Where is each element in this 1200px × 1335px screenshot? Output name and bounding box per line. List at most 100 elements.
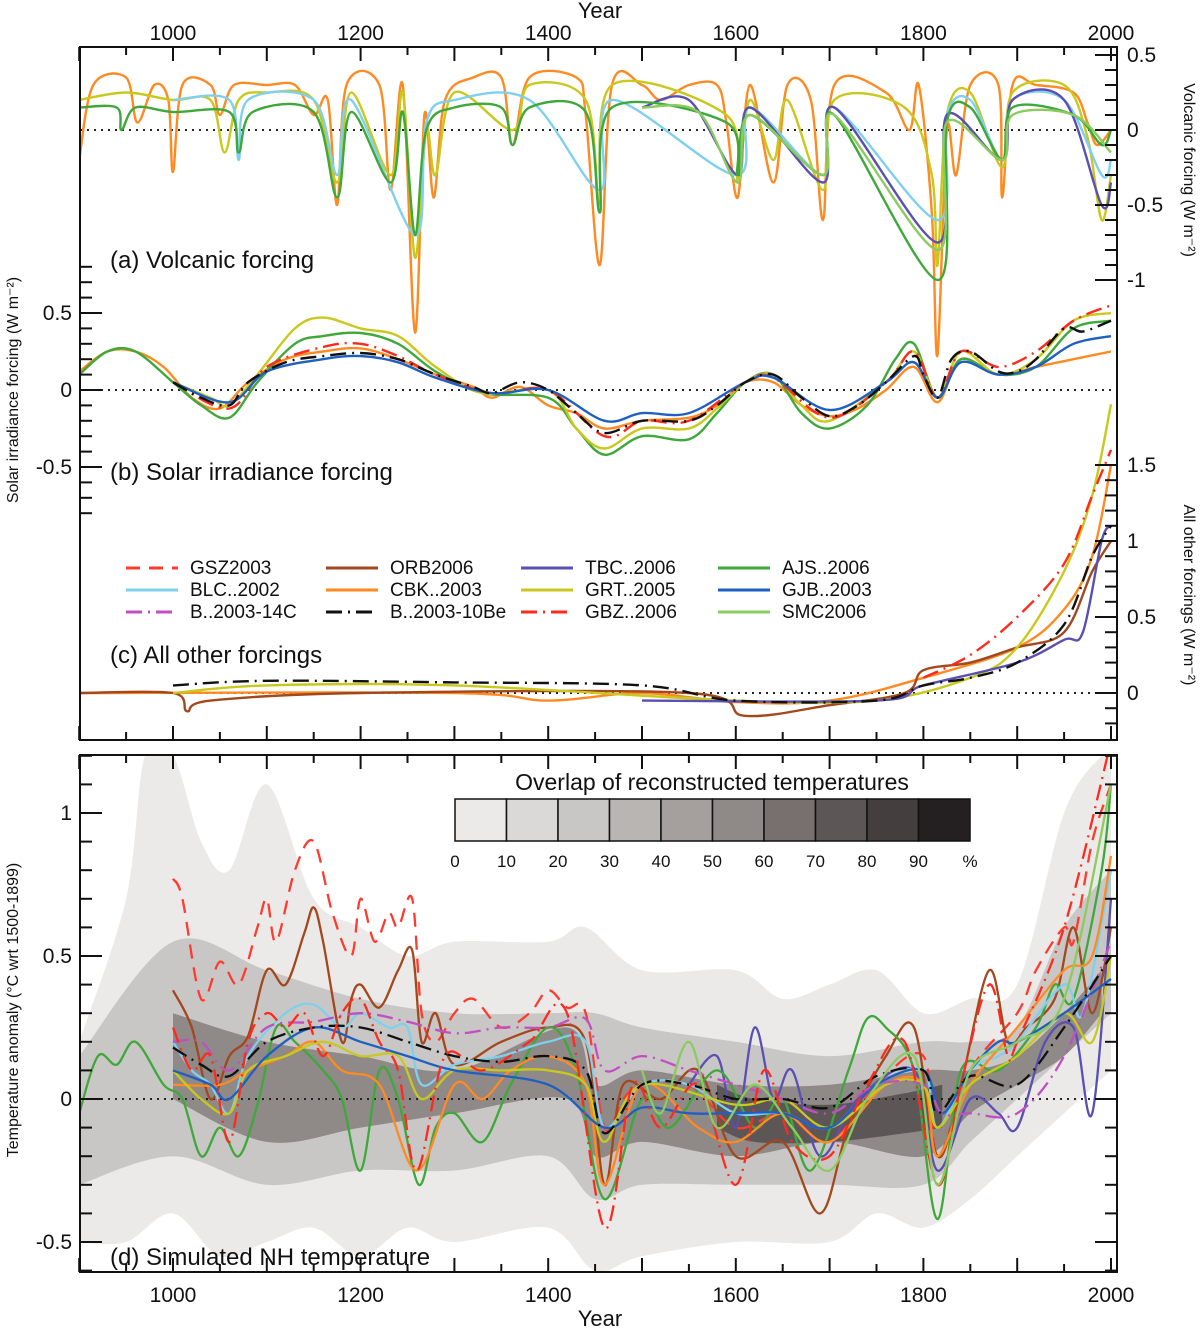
legend-entry-tbc-2006: TBC..2006: [521, 558, 676, 579]
colorbar-label: 10: [497, 852, 516, 871]
series-line-d-grt-2005: [172, 955, 1113, 1144]
colorbar-swatch: [454, 798, 508, 842]
top-x-tick-label: 2000: [1088, 22, 1135, 45]
series-line-b-b-2003-10be: [172, 319, 1112, 435]
panel-b-title: (b) Solar irradiance forcing: [110, 459, 393, 486]
y-tick-label-d: 0.5: [43, 945, 72, 968]
colorbar-swatch: [917, 798, 971, 842]
colorbar-label: 30: [600, 852, 619, 871]
y-tick-label-c: 1: [1127, 530, 1139, 553]
bottom-x-tick-label: 1800: [900, 1284, 947, 1307]
series-line-d-smc2006: [640, 784, 1113, 1186]
legend-entry-b-2003-14c: B..2003-14C: [126, 602, 297, 623]
colorbar-swatch: [866, 798, 920, 842]
top-x-tick-label: 1200: [337, 22, 384, 45]
bottom-x-tick-label: 1200: [337, 1284, 384, 1307]
top-x-tick-label: 1400: [525, 22, 572, 45]
legend-label: B..2003-10Be: [390, 602, 506, 623]
series-line-c-gbz-2006: [922, 449, 1113, 679]
y-tick-label-a: -1: [1127, 269, 1146, 292]
series-line-a-blc-2002: [172, 90, 1113, 237]
legend-label: TBC..2006: [585, 558, 676, 579]
colorbar-label: 0: [450, 852, 459, 871]
colorbar-swatch: [505, 798, 559, 842]
y-tick-label-a: -0.5: [1127, 194, 1163, 217]
y-tick-label-b: 0.5: [43, 302, 72, 325]
y-tick-label-a: 0.5: [1127, 44, 1156, 67]
colorbar-swatch: [763, 798, 817, 842]
legend-entry-ajs-2006: AJS..2006: [718, 558, 870, 579]
y-tick-label-b: 0: [60, 379, 72, 402]
volcanic-y-axis-title: Volcanic forcing (W m⁻²): [1180, 83, 1197, 257]
colorbar-label: 60: [755, 852, 774, 871]
colorbar-label: 20: [549, 852, 568, 871]
series-line-b-gjb-2003: [172, 334, 1112, 423]
series-line-c-b-2003-10be: [172, 525, 1113, 704]
legend-label: GJB..2003: [782, 580, 872, 601]
panel-d-title: (d) Simulated NH temperature: [110, 1244, 430, 1271]
bottom-x-tick-label: 2000: [1088, 1284, 1135, 1307]
colorbar-label: 70: [806, 852, 825, 871]
top-x-tick-label: 1000: [150, 22, 197, 45]
colorbar-swatch: [557, 798, 611, 842]
overlap-colorbar: Overlap of reconstructed temperatures 0 1…: [450, 769, 977, 871]
solar-y-axis-title: Solar irradiance forcing (W m⁻²): [5, 277, 22, 503]
legend-entry-gjb-2003: GJB..2003: [718, 580, 872, 601]
top-x-axis-title: Year: [578, 0, 622, 23]
series-line-a-tbc-2006: [641, 88, 1113, 244]
colorbar-label: %: [962, 852, 977, 871]
colorbar-swatch: [660, 798, 714, 842]
legend-label: ORB2006: [390, 558, 473, 579]
legend-label: GBZ..2006: [585, 602, 677, 623]
legend-label: AJS..2006: [782, 558, 870, 579]
panel-a-title: (a) Volcanic forcing: [110, 247, 314, 274]
series-line-a-ajs-2006: [80, 99, 1113, 282]
colorbar-label: 80: [858, 852, 877, 871]
colorbar-swatch: [608, 798, 662, 842]
colorbar-label: 50: [703, 852, 722, 871]
series-line-b-grt-2005: [172, 311, 1112, 450]
colorbar-swatch: [814, 798, 868, 842]
legend-entry-orb2006: ORB2006: [326, 558, 473, 579]
y-tick-label-b: -0.5: [36, 456, 72, 479]
legend-label: SMC2006: [782, 602, 867, 623]
y-tick-label-c: 0: [1127, 682, 1139, 705]
bottom-x-tick-label: 1600: [712, 1284, 759, 1307]
panel-c-title: (c) All other forcings: [110, 642, 322, 669]
legend-entry-gsz2003: GSZ2003: [126, 558, 271, 579]
legend-label: B..2003-14C: [190, 602, 297, 623]
series-line-c-cbk-2003: [80, 464, 1113, 705]
series-line-d-orb2006: [171, 906, 1113, 1215]
bottom-x-tick-label: 1000: [150, 1284, 197, 1307]
legend-entry-blc-2002: BLC..2002: [126, 580, 280, 601]
top-x-tick-label: 1800: [900, 22, 947, 45]
series-line-c-orb2006: [80, 540, 1113, 718]
legend-label: GSZ2003: [190, 558, 271, 579]
series-line-b-gbz-2006: [172, 304, 1112, 439]
colorbar-swatch: [711, 798, 765, 842]
y-tick-label-c: 0.5: [1127, 606, 1156, 629]
legend-entry-b-2003-10be: B..2003-10Be: [326, 602, 506, 623]
plot-frame-0: [79, 46, 1118, 741]
colorbar-title: Overlap of reconstructed temperatures: [515, 769, 909, 795]
series-line-d-cbk-2003: [172, 855, 1113, 1186]
legend-entry-gbz-2006: GBZ..2006: [521, 602, 677, 623]
other-y-axis-title: All other forcings (W m⁻²): [1180, 505, 1197, 686]
series-line-d-b-2003-10be: [172, 955, 1112, 1135]
series-line-b-ajs-2006: [80, 319, 1112, 456]
y-tick-label-d: -0.5: [36, 1231, 72, 1254]
y-tick-label-d: 0: [60, 1088, 72, 1111]
legend-entry-smc2006: SMC2006: [718, 602, 867, 623]
series-line-d-ajs-2006: [80, 784, 1113, 1221]
colorbar-label: 40: [652, 852, 671, 871]
colorbar-label: 90: [909, 852, 928, 871]
top-x-tick-label: 1600: [712, 22, 759, 45]
legend-entry-grt-2005: GRT..2005: [521, 580, 675, 601]
bottom-x-axis-title: Year: [578, 1306, 622, 1330]
series-line-a-smc2006: [641, 104, 1112, 252]
temperature-y-axis-title: Temperature anomaly (°C wrt 1500-1899): [5, 863, 22, 1158]
bottom-x-tick-label: 1400: [525, 1284, 572, 1307]
y-tick-label-d: 1: [60, 802, 72, 825]
legend-entry-cbk-2003: CBK..2003: [326, 580, 482, 601]
